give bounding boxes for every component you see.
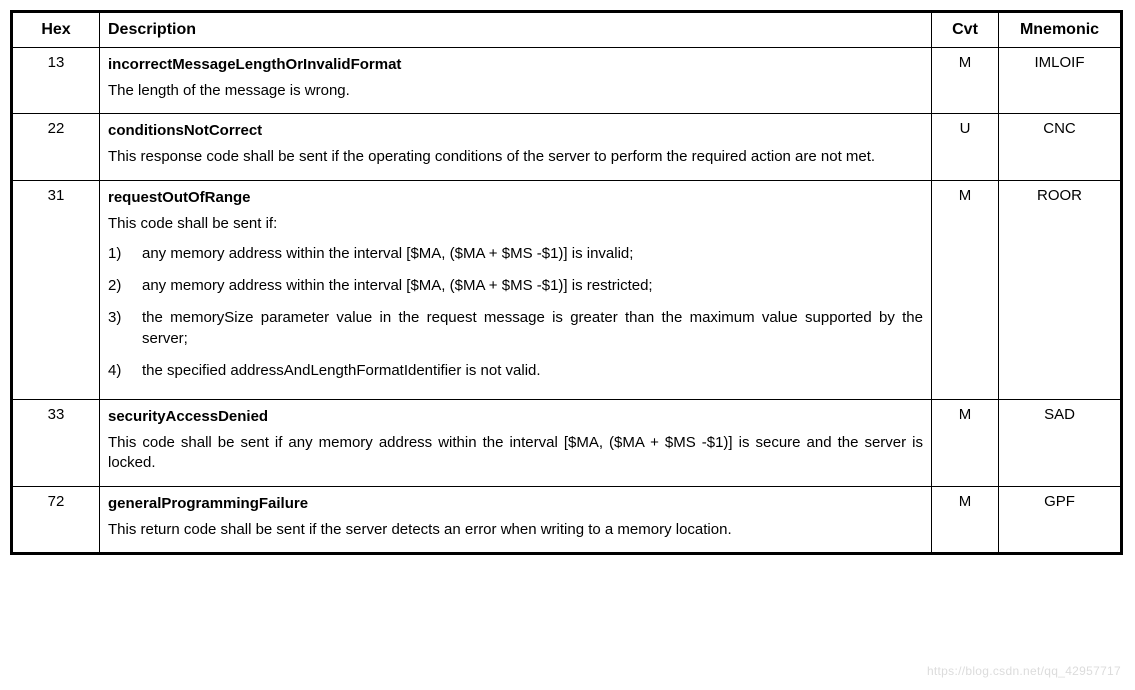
cell-description: incorrectMessageLengthOrInvalidFormat Th… — [100, 48, 932, 114]
table-row: 22 conditionsNotCorrect This response co… — [12, 114, 1122, 180]
cell-cvt: M — [932, 400, 999, 487]
watermark: https://blog.csdn.net/qq_42957717 — [927, 664, 1121, 678]
cell-cvt: M — [932, 180, 999, 400]
row-title: securityAccessDenied — [108, 408, 923, 425]
list-num: 3) — [108, 308, 142, 328]
row-title: conditionsNotCorrect — [108, 122, 923, 139]
col-header-description: Description — [100, 12, 932, 48]
row-title: generalProgrammingFailure — [108, 495, 923, 512]
cell-description: conditionsNotCorrect This response code … — [100, 114, 932, 180]
row-body: This response code shall be sent if the … — [108, 147, 923, 167]
table-row: 33 securityAccessDenied This code shall … — [12, 400, 1122, 487]
list-num: 4) — [108, 361, 142, 381]
cell-hex: 72 — [12, 486, 100, 553]
table-row: 13 incorrectMessageLengthOrInvalidFormat… — [12, 48, 1122, 114]
table-wrap: Hex Description Cvt Mnemonic 13 incorrec… — [10, 10, 1123, 555]
cell-cvt: M — [932, 48, 999, 114]
row-title: requestOutOfRange — [108, 189, 923, 206]
col-header-hex: Hex — [12, 12, 100, 48]
cell-cvt: M — [932, 486, 999, 553]
col-header-cvt: Cvt — [932, 12, 999, 48]
cell-cvt: U — [932, 114, 999, 180]
list-text: any memory address within the interval [… — [142, 244, 923, 264]
cell-mnemonic: GPF — [999, 486, 1122, 553]
cell-hex: 33 — [12, 400, 100, 487]
row-body: The length of the message is wrong. — [108, 81, 923, 101]
col-header-mnemonic: Mnemonic — [999, 12, 1122, 48]
list-num: 1) — [108, 244, 142, 264]
cell-description: generalProgrammingFailure This return co… — [100, 486, 932, 553]
row-body: This return code shall be sent if the se… — [108, 520, 923, 540]
list-text: any memory address within the interval [… — [142, 276, 923, 296]
row-title: incorrectMessageLengthOrInvalidFormat — [108, 56, 923, 73]
header-row: Hex Description Cvt Mnemonic — [12, 12, 1122, 48]
cell-mnemonic: IMLOIF — [999, 48, 1122, 114]
list-text: the memorySize parameter value in the re… — [142, 308, 923, 349]
row-body: This code shall be sent if any memory ad… — [108, 433, 923, 474]
cell-description: requestOutOfRange This code shall be sen… — [100, 180, 932, 400]
table-row: 31 requestOutOfRange This code shall be … — [12, 180, 1122, 400]
cell-mnemonic: ROOR — [999, 180, 1122, 400]
list-num: 2) — [108, 276, 142, 296]
cell-hex: 31 — [12, 180, 100, 400]
list-item: 4)the specified addressAndLengthFormatId… — [108, 361, 923, 381]
cell-description: securityAccessDenied This code shall be … — [100, 400, 932, 487]
cell-mnemonic: CNC — [999, 114, 1122, 180]
cell-hex: 22 — [12, 114, 100, 180]
table-row: 72 generalProgrammingFailure This return… — [12, 486, 1122, 553]
list-item: 2)any memory address within the interval… — [108, 276, 923, 296]
row-intro: This code shall be sent if: — [108, 214, 923, 234]
cell-hex: 13 — [12, 48, 100, 114]
cell-mnemonic: SAD — [999, 400, 1122, 487]
list-item: 3)the memorySize parameter value in the … — [108, 308, 923, 349]
list-item: 1)any memory address within the interval… — [108, 244, 923, 264]
list-text: the specified addressAndLengthFormatIden… — [142, 361, 923, 381]
row-list: 1)any memory address within the interval… — [108, 244, 923, 381]
response-codes-table: Hex Description Cvt Mnemonic 13 incorrec… — [10, 10, 1123, 555]
